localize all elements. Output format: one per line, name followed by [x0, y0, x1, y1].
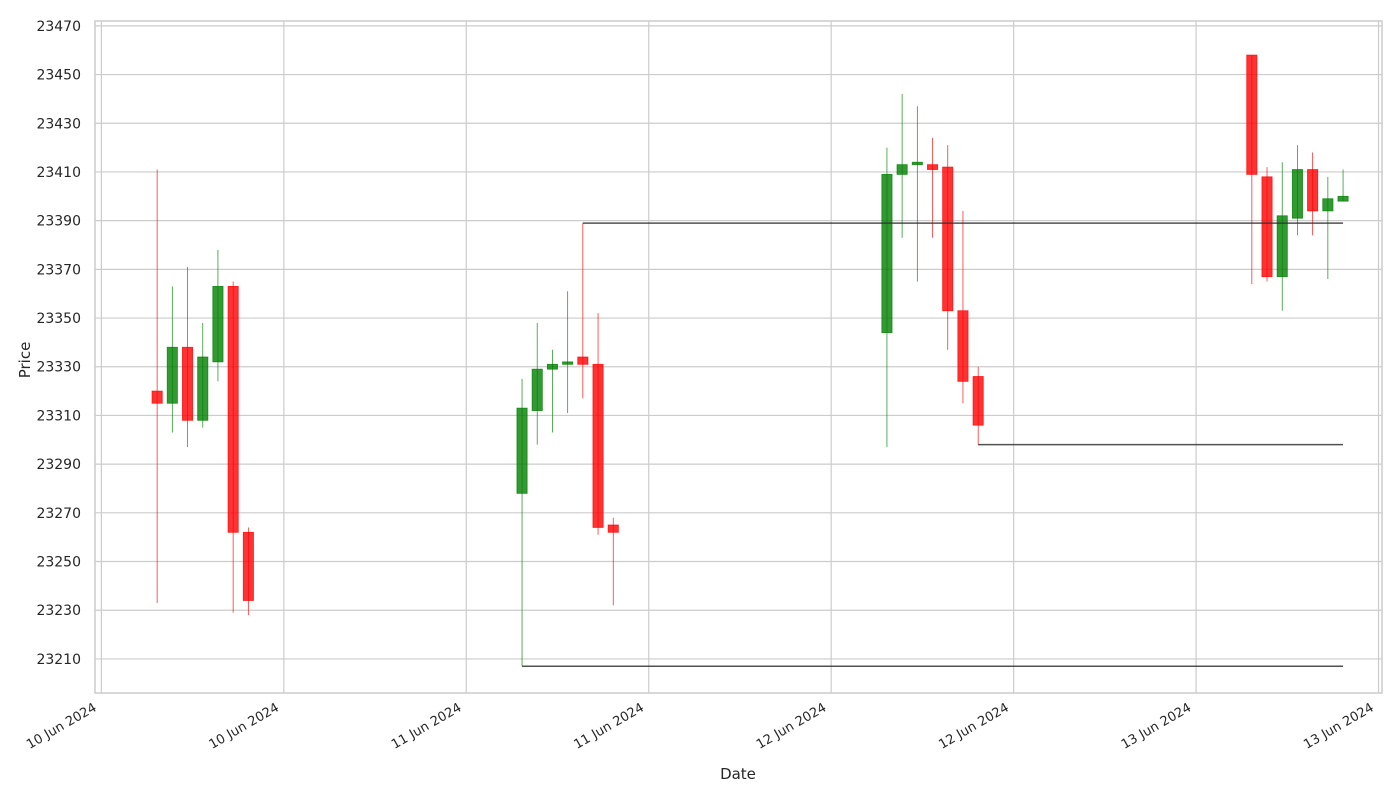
candle-body-up	[516, 407, 528, 494]
candle-body-up	[197, 356, 209, 421]
candle-body-down	[972, 376, 984, 426]
y-tick-label: 23390	[36, 214, 81, 230]
candle-body-up	[212, 285, 224, 363]
candle-body-up	[546, 363, 558, 370]
y-tick-label: 23230	[36, 603, 81, 619]
y-tick-label: 23210	[36, 652, 81, 668]
candle-body-down	[957, 310, 969, 382]
candle-body-up	[562, 361, 574, 365]
candles	[151, 54, 1349, 667]
price-levels	[522, 222, 1344, 667]
y-tick-label: 23430	[36, 116, 81, 132]
y-tick-label: 23350	[36, 311, 81, 327]
candle-body-up	[1337, 195, 1349, 202]
candle-body-down	[577, 356, 589, 365]
candle-body-up	[1276, 215, 1288, 278]
candle-body-up	[881, 173, 893, 334]
y-tick-label: 23410	[36, 165, 81, 181]
grid	[95, 21, 1382, 693]
candle-body-down	[242, 531, 254, 601]
candle-body-up	[166, 346, 178, 404]
y-tick-label: 23470	[36, 19, 81, 35]
candle-body-down	[151, 390, 163, 404]
candle-body-down	[1246, 54, 1258, 175]
candle-body-up	[896, 164, 908, 175]
candle-body-down	[942, 166, 954, 312]
y-tick-label: 23290	[36, 457, 81, 473]
candle-body-up	[1291, 169, 1303, 219]
candle-body-down	[607, 524, 619, 533]
candle-body-down	[182, 346, 194, 421]
candle-body-up	[1322, 198, 1334, 212]
candle-body-down	[1307, 169, 1319, 212]
candle-body-up	[531, 368, 543, 411]
candle-body-down	[592, 363, 604, 528]
y-axis-ticks: 23210 23230 23250 23270 23290 23310 23330 23350…	[36, 19, 81, 668]
candle-body-down	[927, 164, 939, 170]
y-tick-label: 23450	[36, 68, 81, 84]
x-axis-label: Date	[720, 765, 756, 783]
candle-body-down	[1261, 176, 1273, 278]
y-tick-label: 23330	[36, 360, 81, 376]
candle-body-up	[911, 161, 923, 166]
candle-body-down	[227, 285, 239, 533]
y-axis-label: Price	[16, 342, 34, 379]
y-tick-label: 23250	[36, 555, 81, 571]
y-tick-label: 23310	[36, 408, 81, 424]
y-tick-label: 23270	[36, 506, 81, 522]
y-tick-label: 23370	[36, 262, 81, 278]
plot-frame	[94, 20, 1383, 694]
